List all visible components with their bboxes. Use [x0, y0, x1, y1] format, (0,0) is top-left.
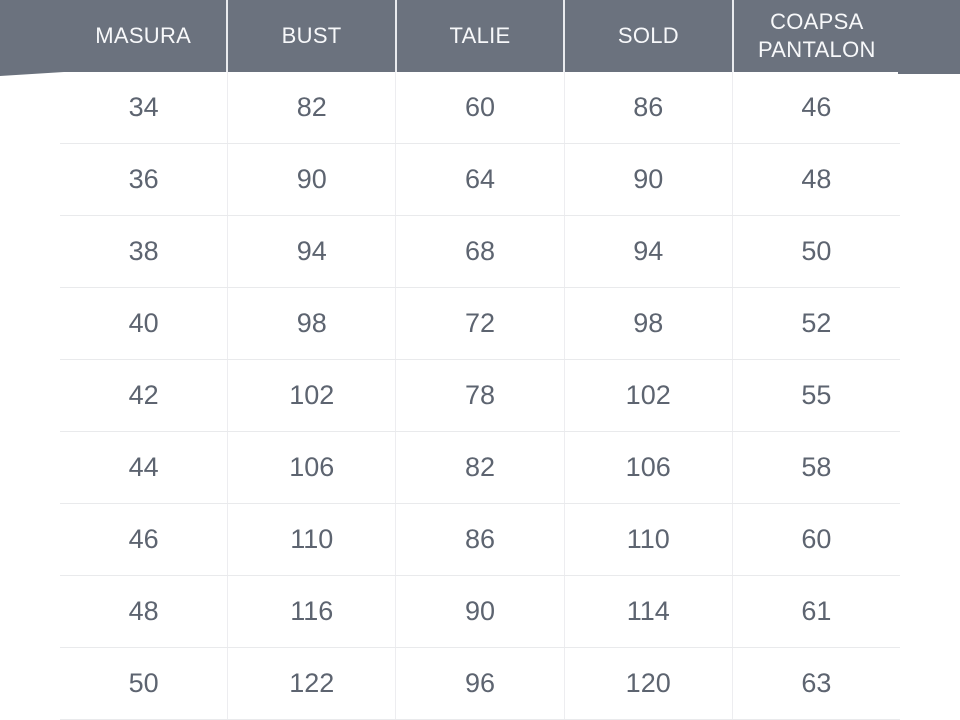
table-cell: 50 [128, 668, 159, 698]
table-cell: 52 [731, 288, 900, 359]
table-cell: 68 [395, 216, 563, 287]
table-cell: 106 [563, 432, 732, 503]
table-cell: 110 [563, 504, 732, 575]
table-cell: 42 [128, 380, 159, 410]
table-cell: 98 [563, 288, 732, 359]
header-edge-artifact-left [0, 72, 64, 76]
table-cell: 82 [395, 432, 563, 503]
table-cell: 50 [731, 216, 900, 287]
table-row: 34 82 60 86 46 [60, 72, 900, 144]
table-cell: 114 [563, 576, 732, 647]
table-cell: 120 [563, 648, 732, 719]
header-edge-artifact-right [898, 72, 960, 74]
column-header-bust: BUST [226, 0, 394, 72]
column-header-masura-label: MASURA [95, 23, 192, 49]
table-cell: 94 [227, 216, 395, 287]
table-cell: 36 [128, 164, 159, 194]
table-cell: 60 [731, 504, 900, 575]
table-cell: 55 [731, 360, 900, 431]
table-cell: 72 [395, 288, 563, 359]
table-cell: 90 [395, 576, 563, 647]
table-cell: 116 [227, 576, 395, 647]
column-header-talie-label: TALIE [449, 23, 511, 49]
table-cell: 90 [227, 144, 395, 215]
table-cell: 96 [395, 648, 563, 719]
table-cell: 46 [128, 524, 159, 554]
column-header-talie: TALIE [394, 0, 563, 72]
table-row: 42 102 78 102 55 [60, 360, 900, 432]
column-header-coapsa-pantalon-label: COAPSA PANTALON [757, 9, 876, 62]
column-header-masura: MASURA [60, 0, 226, 72]
table-cell: 64 [395, 144, 563, 215]
table-cell: 106 [227, 432, 395, 503]
table-cell: 48 [128, 596, 159, 626]
table-row: 38 94 68 94 50 [60, 216, 900, 288]
column-header-sold: SOLD [563, 0, 731, 72]
column-header-coapsa-pantalon: COAPSA PANTALON [731, 0, 900, 72]
table-row: 48 116 90 114 61 [60, 576, 900, 648]
table-cell: 61 [731, 576, 900, 647]
table-row: 40 98 72 98 52 [60, 288, 900, 360]
table-cell: 110 [227, 504, 395, 575]
table-cell: 58 [731, 432, 900, 503]
table-cell: 82 [227, 72, 395, 143]
table-row: 44 106 82 106 58 [60, 432, 900, 504]
table-cell: 102 [563, 360, 732, 431]
table-cell: 60 [395, 72, 563, 143]
table-cell: 40 [128, 308, 159, 338]
column-header-sold-label: SOLD [617, 23, 679, 49]
table-cell: 94 [563, 216, 732, 287]
table-row: 46 110 86 110 60 [60, 504, 900, 576]
table-cell: 46 [731, 72, 900, 143]
table-cell: 98 [227, 288, 395, 359]
table-cell: 48 [731, 144, 900, 215]
table-cell: 34 [128, 92, 159, 122]
table-cell: 102 [227, 360, 395, 431]
table-header-row: MASURA BUST TALIE SOLD COAPSA PANTALON [0, 0, 960, 72]
table-cell: 63 [731, 648, 900, 719]
table-cell: 86 [563, 72, 732, 143]
table-cell: 44 [128, 452, 159, 482]
table-cell: 78 [395, 360, 563, 431]
table-body: 34 82 60 86 46 36 90 64 90 48 38 94 68 94 50 40 98 72 98 52… [0, 72, 960, 720]
table-cell: 90 [563, 144, 732, 215]
table-row: 36 90 64 90 48 [60, 144, 900, 216]
table-cell: 38 [128, 236, 159, 266]
table-row: 50 122 96 120 63 [60, 648, 900, 720]
table-cell: 86 [395, 504, 563, 575]
column-header-bust-label: BUST [281, 23, 342, 49]
table-cell: 122 [227, 648, 395, 719]
